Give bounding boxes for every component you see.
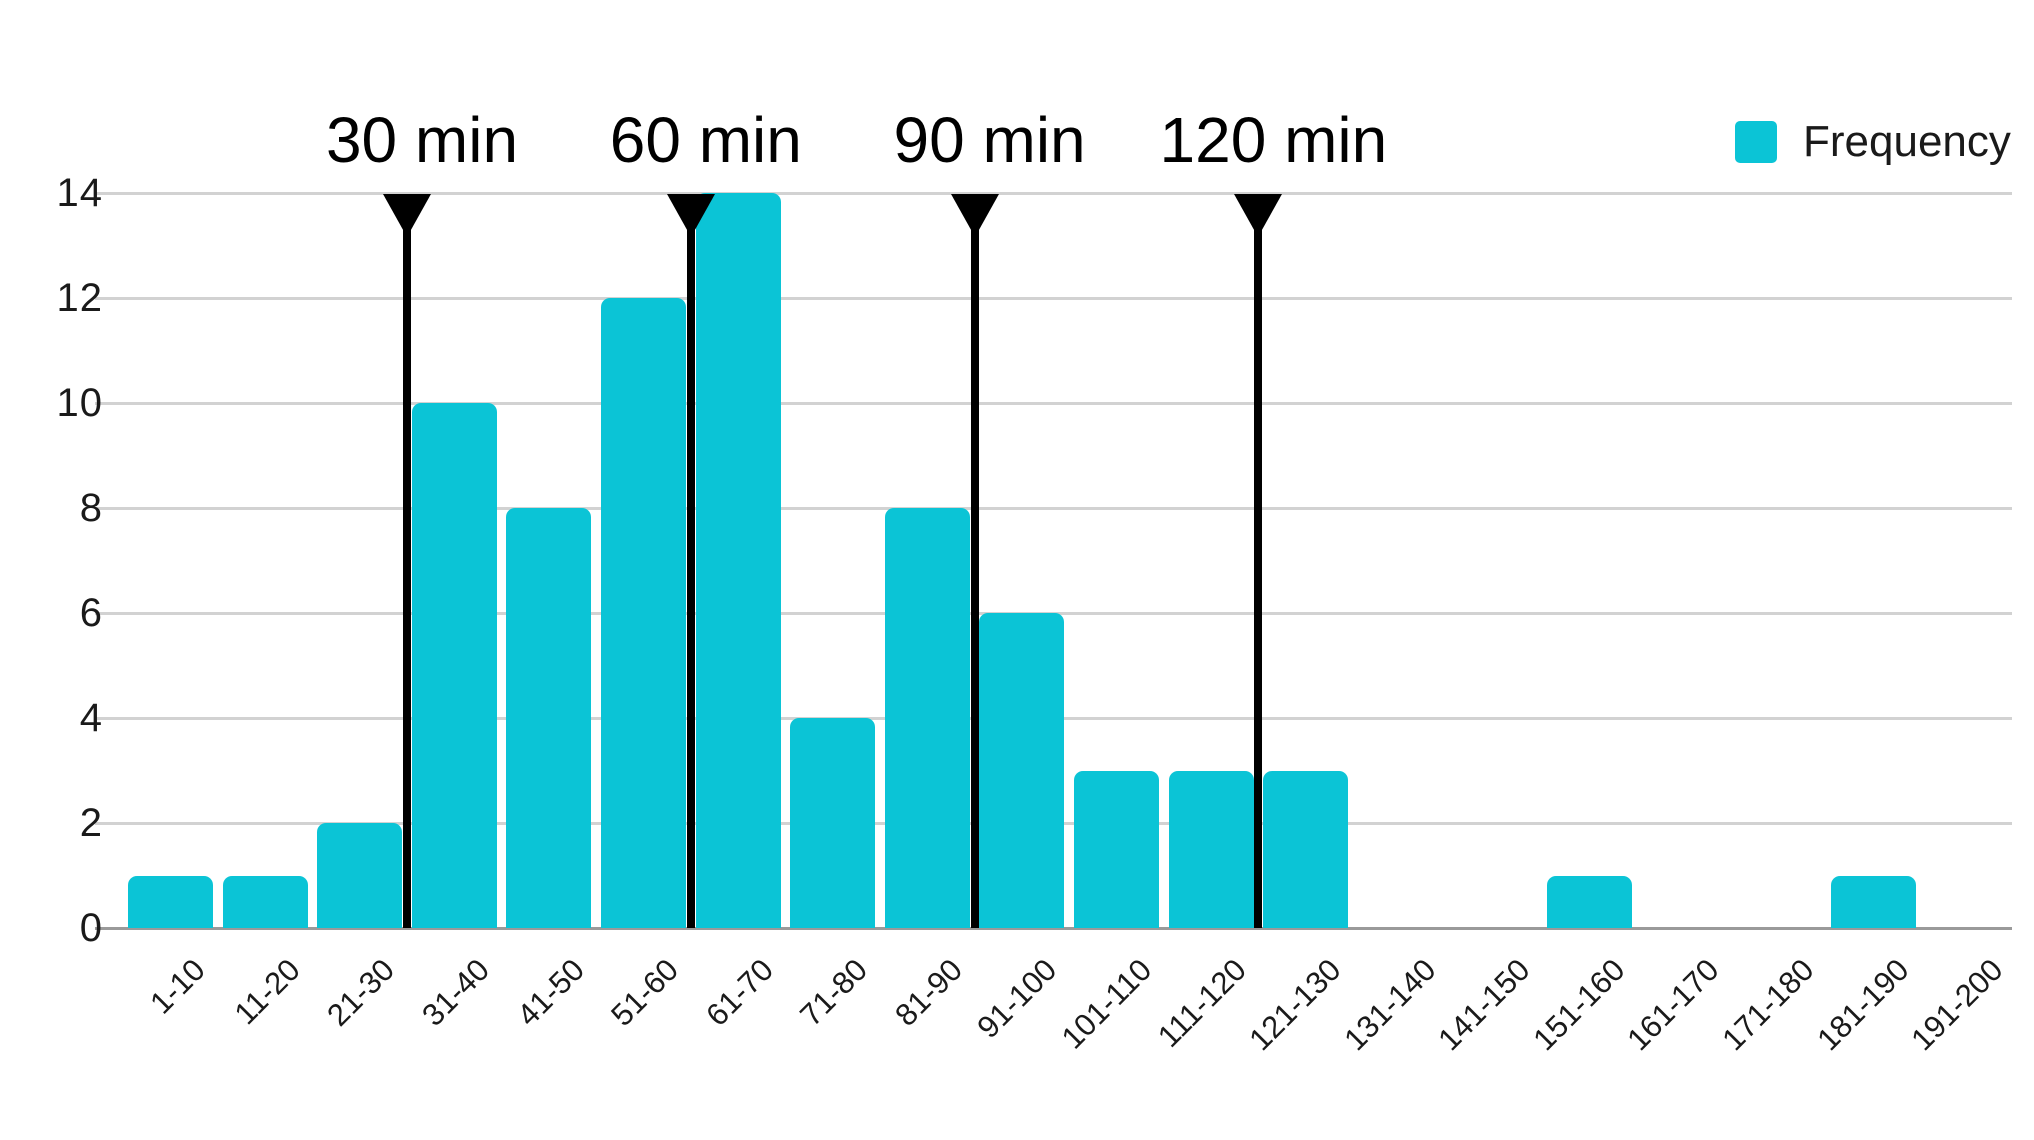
x-axis-tick-label: 71-80 [793, 952, 875, 1033]
marker-line [403, 195, 411, 928]
marker-label: 30 min [325, 104, 519, 176]
y-axis-tick-label: 0 [79, 906, 103, 950]
bar [222, 875, 308, 928]
bar [1168, 770, 1254, 928]
bar [317, 823, 403, 928]
x-axis-tick-label: 161-170 [1620, 952, 1726, 1058]
x-axis-tick-label: 41-50 [509, 952, 591, 1033]
bar [1547, 875, 1632, 928]
x-axis-tick-label: 61-70 [699, 952, 780, 1033]
bar [884, 508, 970, 928]
y-axis-tick-label: 10 [56, 381, 103, 425]
marker-triangle-icon [950, 194, 999, 237]
bar [979, 613, 1065, 928]
legend: Frequency [1735, 120, 2011, 164]
marker-line [970, 195, 979, 928]
gridline [95, 506, 2012, 510]
x-axis-tick-label: 31-40 [415, 952, 497, 1033]
x-axis-tick-label: 11-20 [227, 952, 307, 1032]
bar [1830, 875, 1916, 928]
marker-triangle-icon [1234, 194, 1283, 237]
legend-label: Frequency [1803, 117, 2011, 166]
y-axis-tick-label: 12 [56, 276, 103, 320]
x-axis-tick-label: 141-150 [1431, 952, 1537, 1058]
marker-line [1254, 195, 1263, 928]
marker-triangle-icon [666, 194, 715, 237]
marker-label: 60 min [609, 104, 802, 176]
x-axis-tick-label: 51-60 [604, 952, 686, 1033]
bar [506, 508, 592, 928]
legend-swatch-icon [1735, 121, 1777, 163]
marker-line [686, 195, 695, 928]
marker-label: 120 min [1159, 104, 1388, 176]
marker-label: 90 min [893, 104, 1086, 176]
y-axis-tick-label: 2 [79, 801, 103, 845]
bar [1074, 770, 1159, 928]
y-axis-tick-label: 14 [56, 171, 103, 215]
bar [790, 718, 876, 928]
x-axis-tick-label: 171-180 [1715, 952, 1821, 1058]
x-axis-tick-label: 1-10 [143, 952, 213, 1021]
bar [601, 298, 686, 928]
x-axis-tick-label: 81-90 [888, 952, 970, 1033]
gridline [95, 191, 2012, 195]
x-axis-tick-label: 151-160 [1526, 952, 1632, 1058]
x-axis-line [95, 926, 2012, 930]
bar [695, 193, 781, 928]
x-axis-tick-label: 181-190 [1809, 952, 1916, 1058]
x-axis-tick-label: 21-30 [320, 952, 402, 1033]
x-axis-tick-label: 121-130 [1242, 952, 1348, 1058]
bar [411, 403, 497, 928]
x-axis-tick-label: 131-140 [1336, 952, 1443, 1058]
x-axis-tick-label: 91-100 [970, 952, 1064, 1046]
x-axis-tick-label: 191-200 [1904, 952, 2010, 1058]
gridline [95, 401, 2012, 405]
y-axis-tick-label: 8 [79, 486, 103, 530]
gridline [95, 296, 2012, 300]
bar [128, 875, 213, 928]
marker-triangle-icon [383, 194, 431, 237]
x-axis-tick-label: 101-110 [1054, 952, 1159, 1056]
x-axis-tick-label: 111-120 [1150, 952, 1253, 1054]
y-axis-tick-label: 4 [79, 696, 103, 740]
y-axis-tick-label: 6 [79, 591, 103, 635]
bar [1263, 770, 1349, 928]
